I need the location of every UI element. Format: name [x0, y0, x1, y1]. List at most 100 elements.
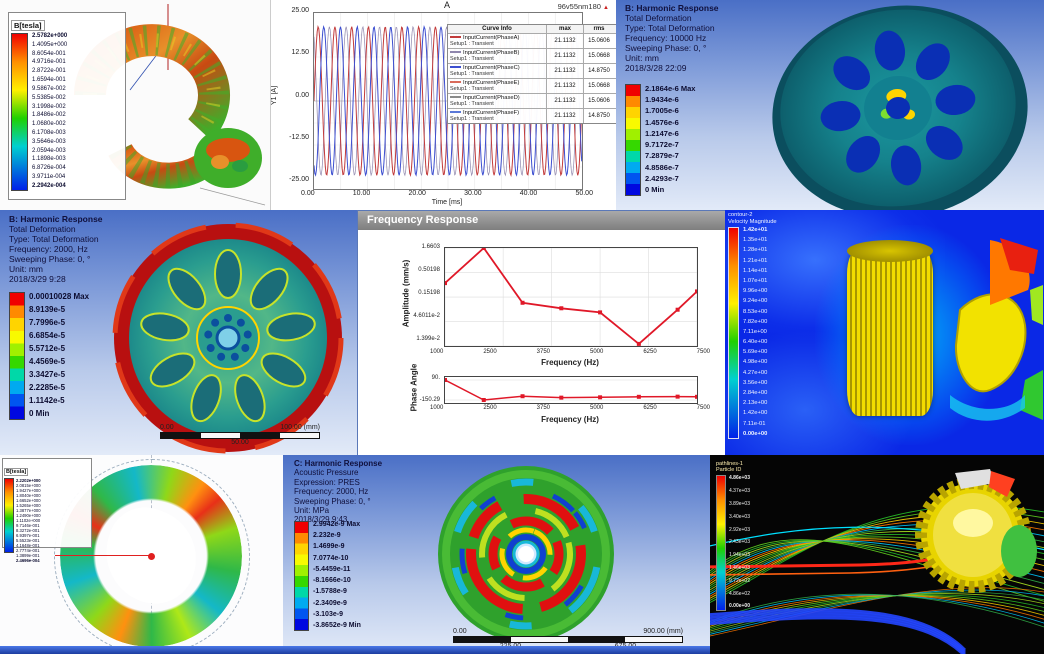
list-item: 0.00 — [295, 91, 309, 99]
propeller-render — [950, 238, 1043, 421]
list-item: Sweeping Phase: 0, ° — [294, 496, 371, 506]
center-marker — [148, 553, 155, 560]
list-item: 1.6603 — [421, 244, 440, 250]
window-titlebar[interactable]: Frequency Response — [358, 211, 726, 230]
maxwell-torus-panel: B[tesla] 2.5782e+000 1.4095e+000 8.6054e-0… — [0, 0, 270, 210]
list-item: 2500 — [483, 405, 497, 411]
x-axis-label: Time [ms] — [431, 199, 463, 206]
plot-title: A — [443, 0, 450, 10]
list-item: 6.8726e-004 — [32, 165, 66, 172]
list-item: 0 Min — [645, 184, 665, 194]
list-item: 3.89e+03 — [729, 501, 750, 507]
list-item: Unit: mm — [625, 53, 659, 63]
list-item: 1.3899e-001 — [16, 553, 40, 558]
series-color-swatch — [450, 36, 461, 39]
list-item: 90. — [431, 375, 440, 381]
table-cell: InputCurrent(PhaseB) Setup1 : Transient — [448, 49, 547, 63]
list-item: 20.00 — [408, 190, 426, 197]
colorbar — [716, 475, 726, 612]
table-row[interactable]: InputCurrent(PhaseA) Setup1 : Transient 21… — [448, 34, 616, 49]
list-item: -25.00 — [289, 176, 309, 183]
list-item: 1.28e+01 — [743, 247, 768, 254]
list-item: 0.00010028 Max — [29, 292, 90, 301]
list-item: 7.0774e-10 — [313, 554, 349, 562]
pressure-legend: 2.9942e-9 Max 2.232e-9 1.4699e-9 7.0774e-10… — [294, 521, 361, 631]
taskbar-strip[interactable] — [0, 646, 710, 654]
list-item: 5000 — [589, 405, 604, 411]
list-item: 2.84e+00 — [743, 390, 768, 396]
amp-y-ticks: 1.6603 0.50198 0.15198 4.6011e-2 1.399e-2 — [400, 244, 440, 342]
list-item: 0.00e+00 — [743, 430, 768, 437]
list-item: 9.7172e-7 — [645, 140, 679, 150]
legend-title: B[tesla] — [11, 20, 45, 31]
list-item: 0.50198 — [418, 267, 440, 273]
table-row[interactable]: InputCurrent(PhaseD) Setup1 : Transient 21… — [448, 94, 616, 109]
table-row[interactable]: InputCurrent(PhaseB) Setup1 : Transient 21… — [448, 49, 616, 64]
colorbar — [4, 478, 14, 553]
table-row[interactable]: InputCurrent(PhaseE) Setup1 : Transient 21… — [448, 79, 616, 94]
legend-values: 0.00010028 Max 8.9139e-5 7.7996e-5 6.6854e-… — [29, 292, 89, 418]
phase-curve — [443, 378, 699, 402]
list-item: 9.5867e-002 — [32, 85, 66, 92]
list-item: Velocity Magnitude — [728, 218, 777, 225]
list-item: 1.35e+01 — [743, 237, 768, 244]
list-item: 4.98e+00 — [743, 359, 768, 366]
list-item: 9.24e+00 — [743, 298, 768, 305]
list-item: B: Harmonic Response — [625, 3, 719, 13]
list-item: 2.2285e-5 — [29, 383, 66, 392]
list-item: 2.5782e+000 — [32, 33, 68, 39]
list-item: 1.4699e-9 — [313, 543, 345, 551]
list-item: 4.86e+02 — [729, 590, 750, 597]
list-item: 1.7005e-6 — [645, 106, 679, 116]
list-item: 1.8486e-002 — [32, 112, 66, 119]
amp-plot-area — [443, 246, 699, 347]
legend-values: 2.1864e-6 Max 1.9434e-6 1.7005e-6 1.4576e-6… — [645, 84, 695, 194]
acoustic-disc-render — [438, 466, 614, 642]
list-item: 3.1998e-002 — [32, 103, 66, 110]
list-item: -150.29 — [419, 397, 440, 403]
list-item: 30.00 — [464, 190, 482, 197]
legend-values: 1.42e+01 1.35e+01 1.28e+01 1.21e+01 1.14e+01… — [743, 227, 767, 437]
table-cell: 21.1132 — [547, 49, 584, 63]
frequency-response-window: Frequency Response Amplitude (mm/s) 1.66… — [357, 210, 727, 459]
table-row[interactable]: InputCurrent(PhaseF) Setup1 : Transient 21… — [448, 109, 616, 123]
list-item: 1.0680e-002 — [32, 121, 66, 128]
list-item: Total Deformation — [9, 224, 76, 234]
table-row[interactable]: InputCurrent(PhaseC) Setup1 : Transient 21… — [448, 64, 616, 79]
list-item: Frequency: 2000, Hz — [294, 487, 369, 497]
column-header: rms — [593, 26, 605, 32]
list-item: 7.11e-01 — [743, 420, 766, 427]
list-item: 5000 — [589, 349, 604, 355]
list-item: 2.4293e-7 — [645, 173, 679, 183]
list-item: 5.5712e-5 — [29, 344, 66, 353]
pathlines-panel: pathlines-1 Particle ID 4.86e+03 4.37e+03 3… — [710, 455, 1044, 654]
ruler-bar — [453, 636, 683, 643]
list-item: Type: Total Deformation — [625, 23, 715, 33]
list-item: 1.07e+01 — [743, 277, 768, 284]
list-item: 8.6054e-001 — [32, 50, 66, 57]
list-item: 2.8722e-001 — [32, 68, 66, 75]
deformation-legend: 2.1864e-6 Max 1.9434e-6 1.7005e-6 1.4576e-6… — [625, 84, 695, 196]
legend-values: 2.2202e+000 2.0815e+000 1.9427e+000 1.8040e… — [16, 478, 41, 563]
list-item: 3.40e+03 — [729, 513, 750, 520]
list-item: 1.4095e+000 — [32, 41, 68, 48]
list-item: 1.9434e-6 — [645, 95, 679, 105]
list-item: 4.27e+00 — [743, 369, 768, 376]
ruler-bar — [160, 432, 320, 439]
measure-line — [55, 555, 151, 556]
list-item: 1.94e+03 — [729, 552, 750, 559]
list-item: 6.9397e-001 — [16, 533, 40, 538]
wheel-deformation-render — [112, 222, 344, 454]
list-item: C: Harmonic Response — [294, 459, 383, 468]
table-cell: 15.0668 — [588, 53, 610, 59]
list-item: 1.14e+01 — [743, 267, 768, 274]
cfd-legend: contour-2 Velocity Magnitude 1.42e+01 1.35… — [728, 212, 777, 439]
list-item: 50.00 — [575, 190, 593, 197]
list-item: -8.1666e-10 — [313, 577, 351, 585]
gear-top-face — [847, 240, 933, 262]
maxwell-rotor-panel: B[tesla] 2.2202e+000 2.0815e+000 1.9427e+0… — [0, 455, 283, 654]
legend-title: contour-2 Velocity Magnitude — [728, 212, 777, 225]
list-item: 9.96e+00 — [743, 288, 768, 295]
table-cell: 21.1132 — [547, 64, 584, 78]
